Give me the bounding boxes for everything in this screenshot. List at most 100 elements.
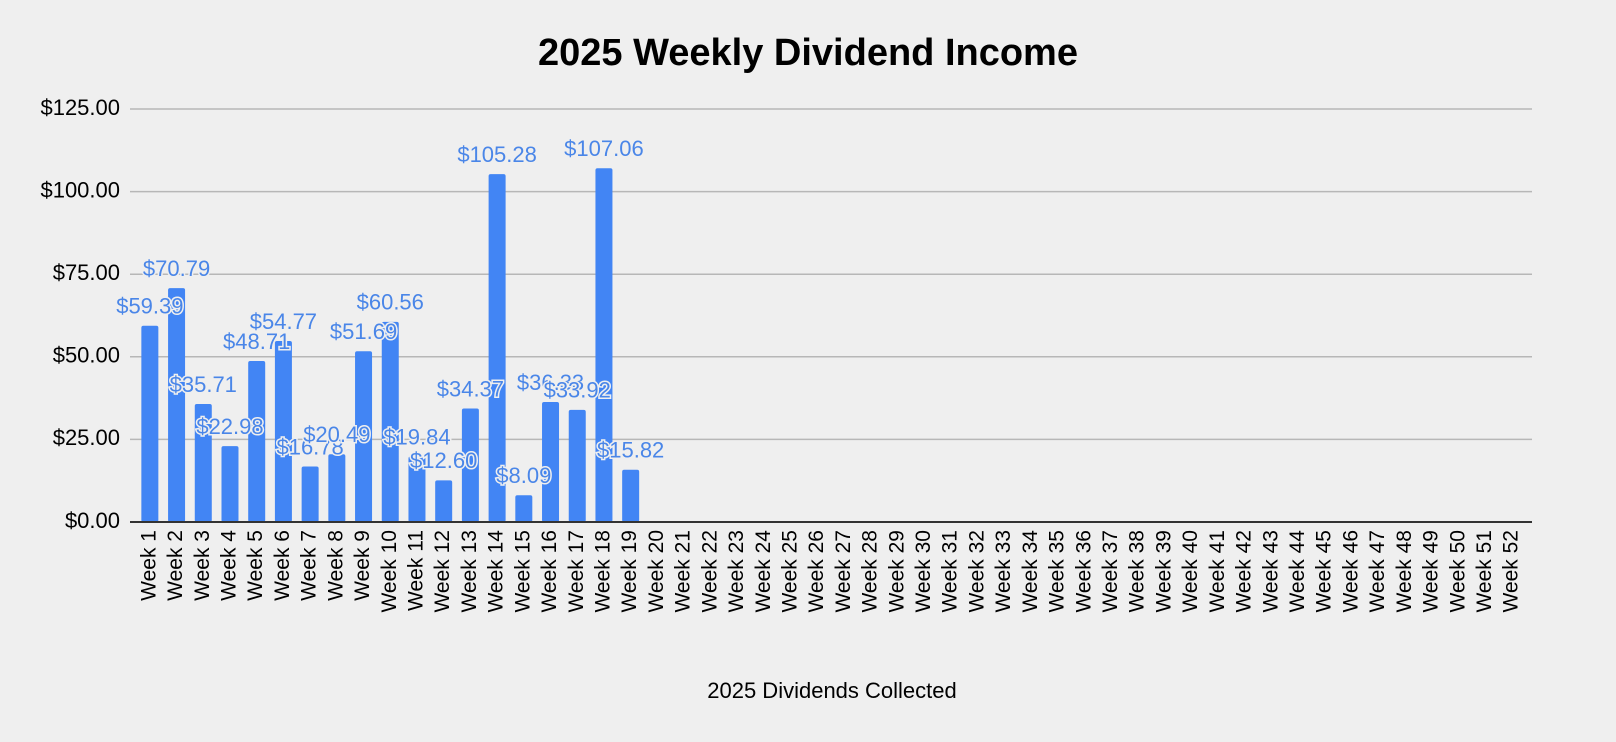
- data-label: $35.71: [170, 372, 237, 397]
- y-tick-label: $125.00: [40, 95, 120, 120]
- bar: [515, 495, 533, 522]
- bar: [301, 466, 319, 522]
- x-tick-label: Week 40: [1179, 530, 1202, 613]
- x-tick-label: Week 9: [351, 530, 374, 601]
- x-tick-label: Week 18: [591, 530, 614, 613]
- x-tick-label: Week 2: [164, 530, 187, 601]
- x-tick-label: Week 37: [1099, 530, 1122, 613]
- x-tick-label: Week 25: [778, 530, 801, 613]
- bar: [381, 321, 399, 522]
- data-label: $70.79: [143, 256, 210, 281]
- x-tick-label: Week 32: [965, 530, 988, 613]
- x-tick-label: Week 49: [1420, 530, 1443, 613]
- x-tick-label: Week 35: [1046, 530, 1069, 613]
- bar: [488, 174, 506, 522]
- data-label: $107.06: [564, 136, 644, 161]
- x-tick-label: Week 27: [832, 530, 855, 613]
- data-label: $8.09: [496, 463, 551, 488]
- bar: [461, 408, 479, 522]
- data-label: $22.98: [196, 414, 263, 439]
- x-tick-label: Week 1: [137, 530, 160, 601]
- bar: [168, 288, 186, 522]
- x-tick-label: Week 47: [1366, 530, 1389, 613]
- x-tick-label: Week 5: [244, 530, 267, 601]
- x-tick-label: Week 43: [1259, 530, 1282, 613]
- x-tick-label: Week 46: [1339, 530, 1362, 613]
- data-label: $54.77: [250, 309, 317, 334]
- x-tick-label: Week 42: [1233, 530, 1256, 613]
- bar: [274, 341, 292, 522]
- x-tick-label: Week 15: [511, 530, 534, 613]
- x-tick-label: Week 13: [458, 530, 481, 613]
- data-label: $33.92: [544, 378, 611, 403]
- bar: [568, 409, 586, 522]
- data-label: $51.69: [330, 319, 397, 344]
- data-label: $105.28: [457, 142, 537, 167]
- x-tick-label: Week 36: [1072, 530, 1095, 613]
- x-tick-label: Week 29: [885, 530, 908, 613]
- x-tick-label: Week 3: [191, 530, 214, 601]
- x-tick-label: Week 26: [805, 530, 828, 613]
- bar: [622, 469, 640, 522]
- x-tick-label: Week 4: [218, 530, 241, 601]
- x-tick-label: Week 20: [645, 530, 668, 613]
- bar: [248, 361, 266, 522]
- bar: [141, 325, 159, 522]
- y-tick-label: $100.00: [40, 177, 120, 202]
- x-tick-label: Week 11: [405, 530, 428, 611]
- y-tick-label: $0.00: [65, 508, 120, 533]
- x-tick-label: Week 21: [672, 530, 695, 613]
- data-label: $59.39: [116, 294, 183, 319]
- data-label: $15.82: [597, 438, 664, 463]
- bar: [595, 168, 613, 523]
- x-tick-label: Week 48: [1393, 530, 1416, 613]
- x-tick-label: Week 39: [1152, 530, 1175, 613]
- x-tick-label: Week 6: [271, 530, 294, 601]
- x-tick-label: Week 12: [431, 530, 454, 613]
- x-tick-label: Week 34: [1019, 530, 1042, 613]
- data-label: $36.33: [517, 370, 584, 395]
- bar: [194, 404, 212, 522]
- x-tick-label: Week 8: [324, 530, 347, 601]
- x-tick-label: Week 7: [298, 530, 321, 601]
- data-label: $60.56: [357, 290, 424, 315]
- data-label: $20.49: [303, 422, 370, 447]
- x-tick-label: Week 51: [1473, 530, 1496, 613]
- data-label: $16.78: [276, 434, 343, 459]
- x-tick-label: Week 41: [1206, 530, 1229, 613]
- data-label: $12.60: [410, 448, 477, 473]
- bar: [221, 446, 239, 522]
- x-tick-label: Week 31: [939, 530, 962, 613]
- data-label: $34.37: [437, 376, 504, 401]
- data-label: $19.84: [383, 424, 450, 449]
- x-tick-label: Week 45: [1313, 530, 1336, 613]
- x-tick-label: Week 33: [992, 530, 1015, 613]
- x-tick-label: Week 50: [1446, 530, 1469, 613]
- x-tick-label: Week 16: [538, 530, 561, 613]
- y-tick-label: $75.00: [53, 260, 120, 285]
- x-tick-label: Week 19: [618, 530, 641, 613]
- x-tick-label: Week 22: [698, 530, 721, 613]
- bar: [542, 401, 560, 522]
- chart-title: 2025 Weekly Dividend Income: [538, 32, 1078, 74]
- x-tick-label: Week 23: [725, 530, 748, 613]
- x-tick-label: Week 14: [485, 530, 508, 613]
- x-tick-label: Week 38: [1126, 530, 1149, 613]
- x-tick-label: Week 52: [1500, 530, 1523, 613]
- y-tick-label: $25.00: [53, 425, 120, 450]
- x-axis-label: 2025 Dividends Collected: [707, 678, 957, 703]
- bar: [355, 351, 373, 522]
- bar: [435, 480, 453, 522]
- x-tick-label: Week 17: [565, 530, 588, 613]
- x-tick-label: Week 24: [752, 530, 775, 613]
- x-tick-label: Week 30: [912, 530, 935, 613]
- x-tick-label: Week 10: [378, 530, 401, 613]
- x-tick-label: Week 44: [1286, 530, 1309, 613]
- y-tick-label: $50.00: [53, 343, 120, 368]
- data-label: $48.71: [223, 329, 290, 354]
- bar: [328, 454, 346, 522]
- bar: [408, 456, 426, 522]
